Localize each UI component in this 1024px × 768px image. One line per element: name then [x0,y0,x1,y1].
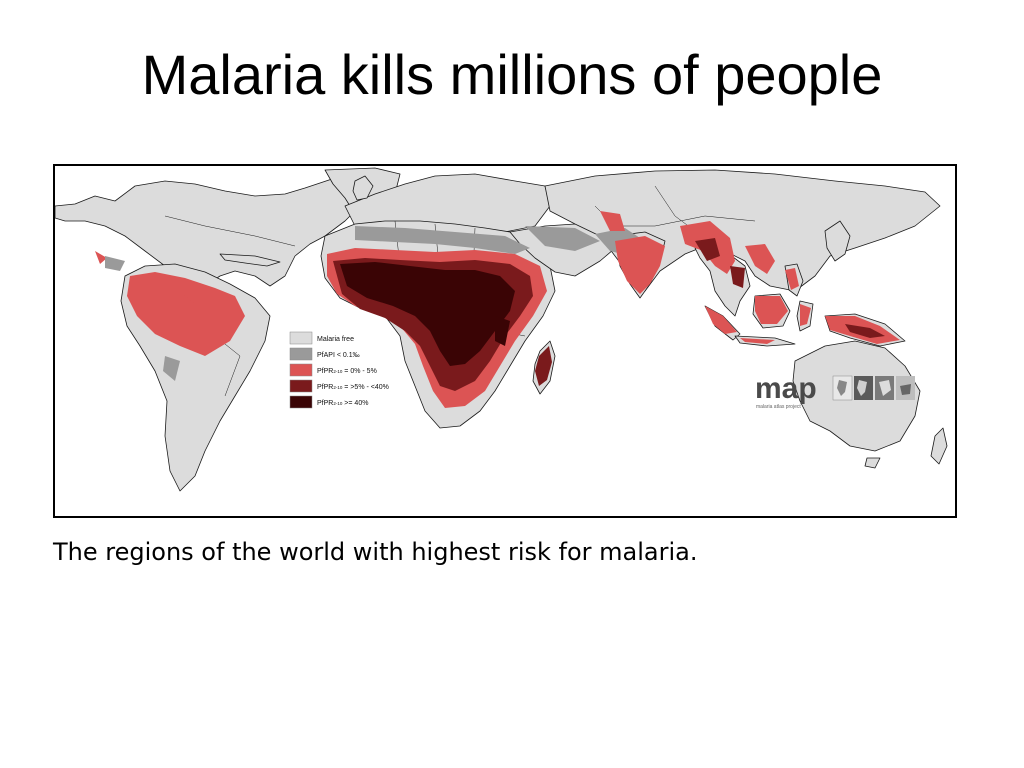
slide-title: Malaria kills millions of people [141,43,883,106]
map-legend: Malaria free PfAPI < 0.1‰ PfPR2-10 = 0% … [289,331,389,409]
caribbean-land [219,253,281,267]
north-america-land [55,173,376,287]
se-asia-land [694,247,751,317]
legend-swatch-pfapi [289,347,313,361]
legend-swatch-malaria-free [289,331,313,345]
legend-swatch-mid [289,379,313,393]
malaria-risk-map: Malaria free PfAPI < 0.1‰ PfPR2-10 = 0% … [53,164,957,518]
legend-swatch-high [289,395,313,409]
map-logo: map malaria atlas project [755,372,915,410]
map-logo-subtitle: malaria atlas project [756,404,801,410]
slide-caption: The regions of the world with highest ri… [53,538,698,566]
legend-label-mid: PfPR2-10 = >5% - <40% [317,384,389,391]
uk-land [352,175,374,201]
legend-label-low: PfPR2-10 = 0% - 5% [317,368,377,375]
tasmania-land [864,457,881,469]
americas-risk-layer [95,251,245,356]
new-zealand-land [930,427,948,465]
legend-label-malaria-free: Malaria free [317,336,354,343]
world-map-svg: Malaria free PfAPI < 0.1‰ PfPR2-10 = 0% … [55,167,948,492]
legend-label-high: PfPR2-10 >= 40% [317,400,368,407]
map-logo-text: map [755,372,817,405]
legend-swatch-low [289,363,313,377]
legend-label-pfapi: PfAPI < 0.1‰ [317,352,360,359]
japan-land [824,220,851,262]
